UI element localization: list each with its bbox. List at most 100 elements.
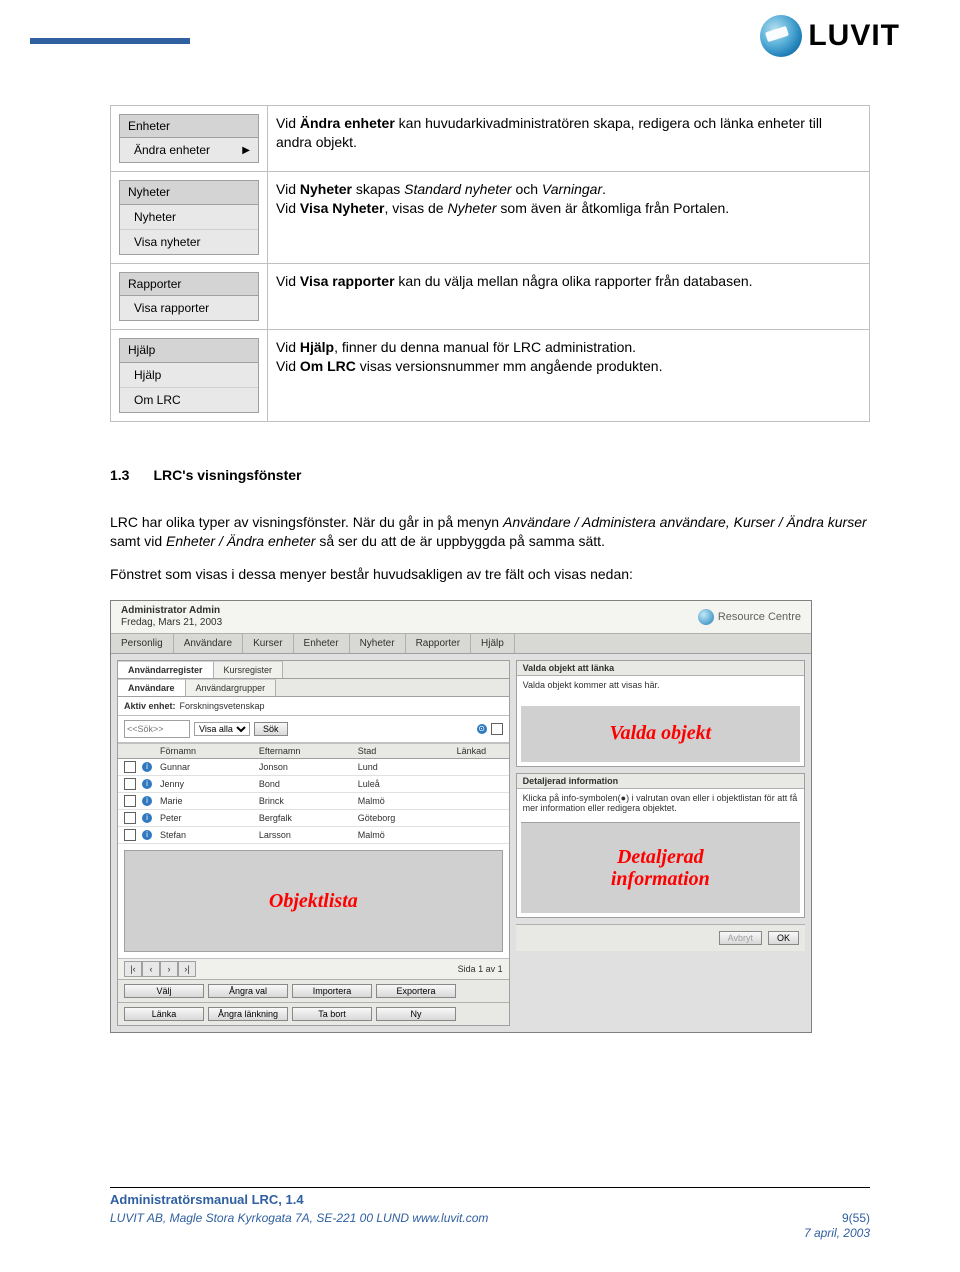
- row-checkbox[interactable]: [124, 761, 136, 773]
- menu-item[interactable]: Nyheter: [120, 205, 258, 229]
- footer-date: 7 april, 2003: [804, 1226, 870, 1240]
- importera-button[interactable]: Importera: [292, 984, 372, 998]
- ta-bort-button[interactable]: Ta bort: [292, 1007, 372, 1021]
- info-icon[interactable]: i: [142, 762, 152, 772]
- tab[interactable]: Användarregister: [118, 661, 214, 678]
- välj-button[interactable]: Välj: [124, 984, 204, 998]
- menu-description-table: EnheterÄndra enheter▶Vid Ändra enheter k…: [110, 105, 870, 422]
- logo-globe-icon: [760, 15, 802, 57]
- aktiv-enhet-value: Forskningsvetenskap: [180, 701, 265, 711]
- col-efternamn[interactable]: Efternamn: [259, 746, 356, 756]
- list-header: Förnamn Efternamn Stad Länkad: [118, 743, 509, 759]
- info-icon[interactable]: i: [142, 796, 152, 806]
- menubar-item[interactable]: Kurser: [243, 634, 293, 653]
- dropdown-menu: RapporterVisa rapporter: [119, 272, 259, 321]
- ok-button[interactable]: OK: [768, 931, 799, 945]
- menu-description: Vid Visa rapporter kan du välja mellan n…: [268, 263, 870, 329]
- menu-header[interactable]: Rapporter: [120, 273, 258, 296]
- menubar-item[interactable]: Personlig: [111, 634, 174, 653]
- globe-icon: [698, 609, 714, 625]
- länka-button[interactable]: Länka: [124, 1007, 204, 1021]
- body-paragraph-2: Fönstret som visas i dessa menyer består…: [110, 565, 870, 584]
- detaljerad-info-overlay: Detaljerad information: [521, 822, 800, 913]
- section-heading: 1.3 LRC's visningsfönster: [110, 467, 870, 483]
- sub-tabs: AnvändareAnvändargrupper: [118, 679, 509, 697]
- menubar-item[interactable]: Hjälp: [471, 634, 515, 653]
- key-icon: ⊙: [477, 724, 487, 734]
- menu-item[interactable]: Visa rapporter: [120, 296, 258, 320]
- menubar-item[interactable]: Användare: [174, 634, 243, 653]
- tab[interactable]: Kursregister: [214, 661, 284, 678]
- section-number: 1.3: [110, 467, 129, 483]
- footer-title: Administratörsmanual LRC, 1.4: [110, 1192, 870, 1207]
- row-checkbox[interactable]: [124, 778, 136, 790]
- lrc-window-screenshot: Administrator Admin Fredag, Mars 21, 200…: [110, 600, 812, 1033]
- menu-header[interactable]: Nyheter: [120, 181, 258, 204]
- row-checkbox[interactable]: [124, 812, 136, 824]
- filter-checkbox[interactable]: [491, 723, 503, 735]
- ångra-val-button[interactable]: Ångra val: [208, 984, 288, 998]
- valda-objekt-panel: Valda objekt att länka Valda objekt komm…: [516, 660, 805, 767]
- main-tabs: AnvändarregisterKursregister: [118, 661, 509, 679]
- table-row[interactable]: iJennyBondLuleå: [118, 776, 509, 793]
- dropdown-menu: HjälpHjälpOm LRC: [119, 338, 259, 413]
- info-icon[interactable]: i: [142, 830, 152, 840]
- exportera-button[interactable]: Exportera: [376, 984, 456, 998]
- menubar-item[interactable]: Enheter: [294, 634, 350, 653]
- tab[interactable]: Användare: [118, 679, 186, 696]
- info-icon[interactable]: i: [142, 813, 152, 823]
- dropdown-menu: NyheterNyheterVisa nyheter: [119, 180, 259, 255]
- menu-description: Vid Hjälp, finner du denna manual för LR…: [268, 330, 870, 422]
- menu-item[interactable]: Visa nyheter: [120, 229, 258, 254]
- menubar-item[interactable]: Rapporter: [406, 634, 471, 653]
- tab[interactable]: Användargrupper: [186, 679, 277, 696]
- detalj-title: Detaljerad information: [517, 774, 804, 789]
- table-row[interactable]: iMarieBrinckMalmö: [118, 793, 509, 810]
- admin-title: Administrator Admin: [121, 605, 222, 617]
- menu-description: Vid Ändra enheter kan huvudarkivadminist…: [268, 106, 870, 172]
- menu-item[interactable]: Hjälp: [120, 363, 258, 387]
- row-checkbox[interactable]: [124, 829, 136, 841]
- menubar-item[interactable]: Nyheter: [350, 634, 406, 653]
- sok-button[interactable]: Sök: [254, 722, 288, 736]
- page-footer: Administratörsmanual LRC, 1.4 LUVIT AB, …: [110, 1187, 870, 1242]
- avbryt-button[interactable]: Avbryt: [719, 931, 762, 945]
- resource-centre-label: Resource Centre: [718, 611, 801, 623]
- col-lankad[interactable]: Länkad: [457, 746, 503, 756]
- search-input[interactable]: [124, 720, 190, 738]
- detaljerad-info-panel: Detaljerad information Klicka på info-sy…: [516, 773, 805, 919]
- ny-button[interactable]: Ny: [376, 1007, 456, 1021]
- row-checkbox[interactable]: [124, 795, 136, 807]
- pager[interactable]: |‹‹››|: [124, 961, 196, 977]
- info-icon[interactable]: i: [142, 779, 152, 789]
- menubar: PersonligAnvändareKurserEnheterNyheterRa…: [111, 634, 811, 654]
- menu-header[interactable]: Hjälp: [120, 339, 258, 362]
- section-title: LRC's visningsfönster: [153, 467, 301, 483]
- header-accent-bar: [30, 38, 190, 44]
- admin-date: Fredag, Mars 21, 2003: [121, 617, 222, 629]
- objektlista-overlay: Objektlista: [124, 850, 503, 952]
- ångra-länkning-button[interactable]: Ångra länkning: [208, 1007, 288, 1021]
- aktiv-enhet-label: Aktiv enhet:: [124, 701, 176, 711]
- table-row[interactable]: iStefanLarssonMalmö: [118, 827, 509, 844]
- footer-page: 9(55): [842, 1211, 870, 1225]
- action-buttons-row-1: Välj Ångra val Importera Exportera: [118, 979, 509, 1002]
- col-stad[interactable]: Stad: [358, 746, 455, 756]
- visa-alla-select[interactable]: Visa alla: [194, 722, 250, 736]
- table-row[interactable]: iGunnarJonsonLund: [118, 759, 509, 776]
- table-row[interactable]: iPeterBergfalkGöteborg: [118, 810, 509, 827]
- logo-text: LUVIT: [808, 19, 900, 53]
- body-paragraph-1: LRC har olika typer av visningsfönster. …: [110, 513, 870, 551]
- logo: LUVIT: [760, 15, 900, 57]
- valda-title: Valda objekt att länka: [517, 661, 804, 676]
- menu-header[interactable]: Enheter: [120, 115, 258, 138]
- footer-address: LUVIT AB, Magle Stora Kyrkogata 7A, SE-2…: [110, 1211, 488, 1242]
- submenu-arrow-icon: ▶: [242, 144, 250, 158]
- detalj-body: Klicka på info-symbolen(●) i valrutan ov…: [517, 789, 804, 819]
- col-fornamn[interactable]: Förnamn: [160, 746, 257, 756]
- menu-description: Vid Nyheter skapas Standard nyheter och …: [268, 172, 870, 264]
- menu-item[interactable]: Om LRC: [120, 387, 258, 412]
- menu-item[interactable]: Ändra enheter▶: [120, 138, 258, 162]
- action-buttons-row-2: Länka Ångra länkning Ta bort Ny: [118, 1002, 509, 1025]
- dropdown-menu: EnheterÄndra enheter▶: [119, 114, 259, 163]
